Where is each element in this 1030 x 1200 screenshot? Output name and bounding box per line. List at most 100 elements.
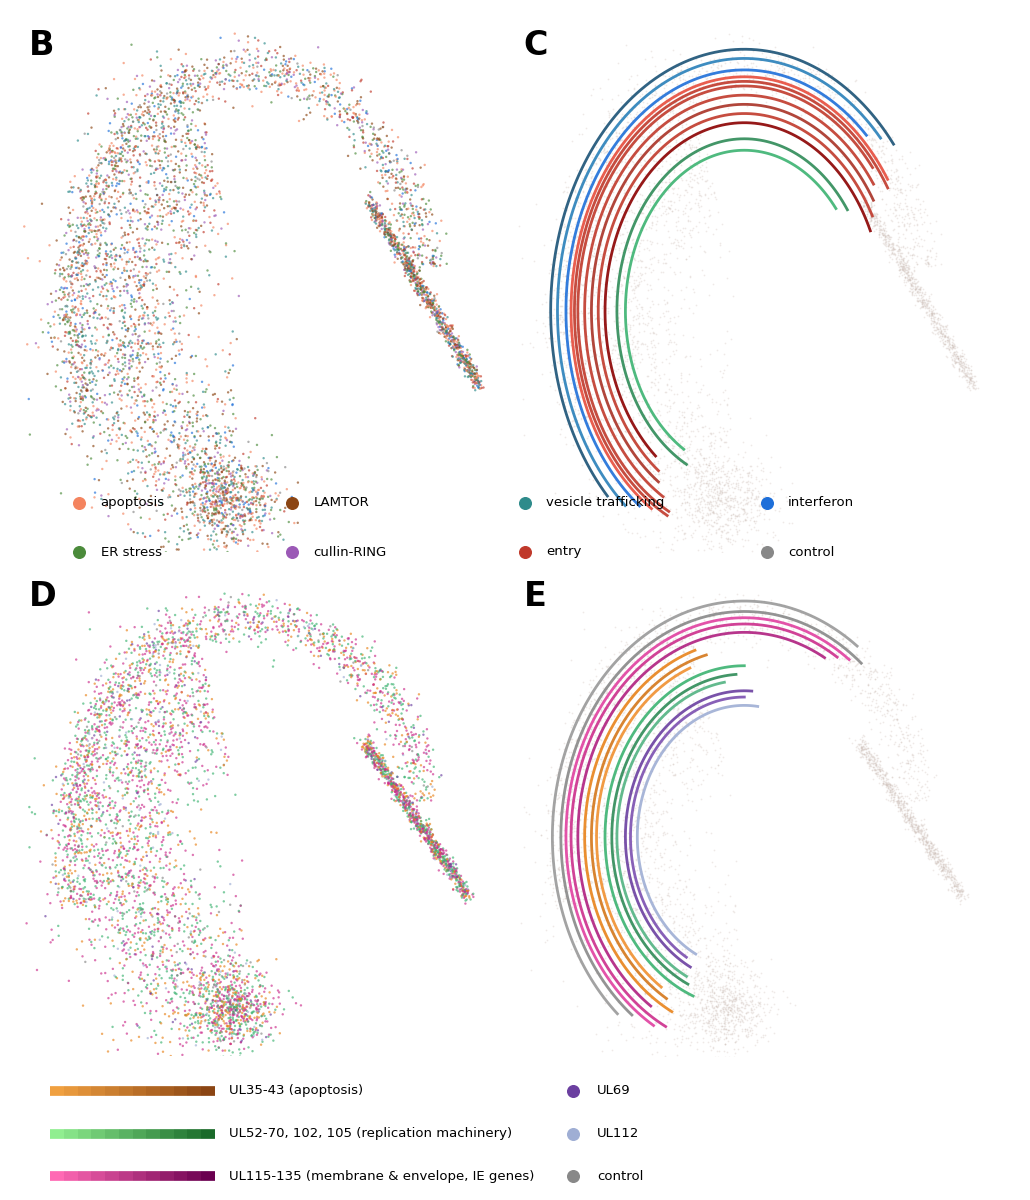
Point — [185, 74, 202, 94]
Point — [217, 1001, 234, 1020]
Point — [934, 317, 951, 336]
Point — [465, 362, 481, 382]
Point — [170, 110, 186, 130]
Point — [655, 486, 672, 505]
Point — [662, 457, 679, 476]
Point — [865, 661, 882, 680]
Point — [552, 296, 569, 316]
Point — [606, 174, 622, 193]
Point — [102, 144, 118, 163]
Point — [89, 161, 105, 180]
Point — [165, 376, 181, 395]
Point — [578, 862, 594, 881]
Point — [160, 740, 176, 760]
Point — [547, 251, 563, 270]
Point — [599, 829, 616, 848]
Point — [137, 404, 153, 424]
Point — [877, 667, 893, 686]
Point — [249, 1021, 266, 1040]
Point — [102, 637, 118, 656]
Point — [713, 505, 729, 524]
Point — [725, 498, 742, 517]
Point — [163, 713, 179, 732]
Point — [570, 378, 586, 397]
Point — [169, 535, 185, 554]
Point — [210, 986, 227, 1006]
Point — [651, 179, 667, 198]
Point — [91, 684, 107, 703]
Point — [209, 852, 226, 871]
Point — [696, 185, 713, 204]
Point — [103, 314, 119, 334]
Point — [144, 922, 161, 941]
Point — [179, 431, 196, 450]
Point — [172, 725, 188, 744]
Point — [673, 60, 689, 79]
Point — [314, 624, 331, 643]
Point — [716, 1001, 732, 1020]
Point — [148, 354, 165, 373]
Point — [718, 1001, 734, 1020]
Point — [87, 366, 103, 385]
Point — [92, 848, 108, 868]
Point — [718, 491, 734, 510]
Point — [247, 602, 264, 622]
Point — [640, 281, 656, 300]
Point — [99, 802, 115, 821]
Point — [578, 787, 594, 806]
Point — [377, 760, 393, 779]
Point — [572, 870, 588, 889]
Point — [227, 617, 243, 636]
Point — [750, 1004, 766, 1024]
Point — [920, 290, 936, 310]
Point — [661, 632, 678, 652]
Point — [234, 584, 250, 604]
Point — [677, 636, 693, 655]
Point — [638, 390, 654, 409]
Point — [152, 664, 169, 683]
Point — [154, 955, 171, 974]
Point — [140, 836, 157, 856]
Point — [617, 636, 633, 655]
Point — [615, 722, 631, 742]
Point — [714, 611, 730, 630]
Point — [597, 246, 614, 265]
Point — [224, 1001, 240, 1020]
Point — [703, 625, 720, 644]
Point — [146, 629, 163, 648]
Point — [174, 552, 191, 571]
Point — [871, 677, 888, 696]
Point — [610, 677, 626, 696]
Point — [259, 593, 275, 612]
Point — [76, 245, 93, 264]
Point — [111, 844, 128, 863]
Point — [428, 248, 445, 268]
Point — [381, 692, 398, 712]
Point — [103, 899, 119, 918]
Point — [859, 676, 876, 695]
Point — [633, 403, 650, 422]
Point — [74, 216, 91, 235]
Point — [158, 991, 174, 1010]
Point — [60, 310, 76, 329]
Point — [793, 106, 810, 125]
Point — [269, 490, 285, 509]
Point — [948, 866, 964, 886]
Point — [433, 853, 449, 872]
Point — [653, 601, 670, 620]
Point — [150, 521, 167, 540]
Point — [123, 636, 139, 655]
Point — [382, 706, 399, 725]
Point — [552, 271, 569, 290]
Point — [64, 355, 80, 374]
Point — [148, 378, 165, 397]
Point — [866, 751, 883, 770]
Point — [153, 538, 170, 557]
Point — [193, 49, 209, 68]
Point — [640, 800, 656, 820]
Point — [701, 344, 718, 364]
Point — [663, 535, 680, 554]
Point — [904, 245, 921, 264]
Point — [228, 953, 244, 972]
Point — [184, 475, 201, 494]
